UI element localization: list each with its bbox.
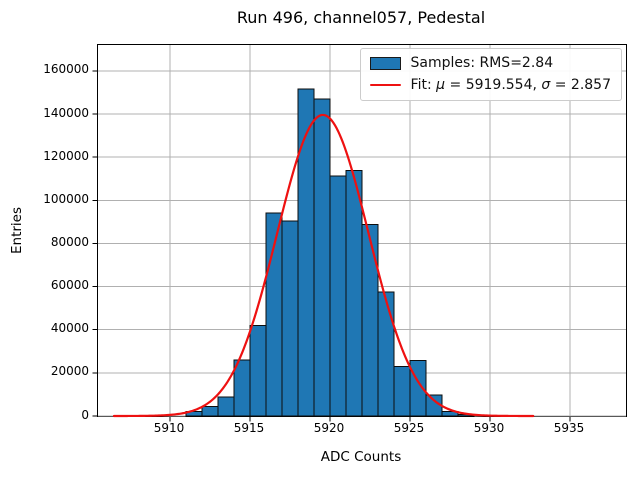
chart-title: Run 496, channel057, Pedestal — [236, 8, 486, 27]
y-tick-label: 40000 — [50, 321, 89, 336]
legend-samples-swatch — [369, 56, 401, 70]
fit-line-icon — [369, 83, 401, 87]
histogram-bar — [393, 365, 411, 417]
legend-fit-label: Fit: μ = 5919.554, σ = 2.857 — [411, 77, 611, 93]
legend: Samples: RMS=2.84 Fit: μ = 5919.554, σ =… — [359, 48, 622, 101]
legend-samples-label: Samples: RMS=2.84 — [410, 55, 554, 71]
sigma-symbol: σ — [541, 77, 551, 93]
histogram-bar — [217, 396, 235, 417]
x-tick-label: 5910 — [153, 421, 185, 435]
histogram-bar — [281, 220, 299, 417]
histogram-bar — [345, 169, 363, 417]
y-tick-label: 0 — [81, 407, 89, 422]
histogram-bar — [201, 406, 219, 417]
y-tick-label: 20000 — [50, 364, 89, 379]
x-tick-label: 5930 — [473, 421, 505, 435]
histogram-bar — [249, 324, 267, 417]
histogram-bar — [377, 291, 395, 417]
x-tick-label: 5915 — [233, 421, 265, 435]
y-tick-label: 140000 — [43, 105, 89, 120]
x-axis-label: ADC Counts — [320, 449, 402, 465]
y-tick-label: 100000 — [43, 191, 89, 206]
sigma-value: = 2.857 — [550, 77, 611, 93]
y-tick-label: 80000 — [50, 234, 89, 249]
histogram-bar — [361, 224, 379, 417]
histogram-bar — [329, 175, 347, 417]
y-tick-label: 60000 — [50, 278, 89, 293]
histogram-bar — [233, 359, 251, 417]
histogram-svg — [92, 45, 626, 422]
legend-fit-line-swatch — [369, 79, 401, 92]
histogram-bar — [297, 88, 315, 417]
tick-marks — [92, 70, 571, 422]
y-tick-label: 120000 — [43, 148, 89, 163]
plot-area: Samples: RMS=2.84 Fit: μ = 5919.554, σ =… — [92, 44, 627, 422]
fit-label-prefix: Fit: — [410, 77, 437, 93]
fit-curve — [112, 113, 535, 418]
mu-symbol: μ — [436, 77, 446, 93]
legend-samples-entry: Samples: RMS=2.84 — [369, 55, 611, 71]
y-tick-label: 160000 — [43, 62, 89, 77]
grid-lines — [98, 45, 626, 417]
x-tick-label: 5920 — [313, 421, 345, 435]
x-tick-label: 5925 — [393, 421, 425, 435]
x-tick-label: 5935 — [553, 421, 585, 435]
histogram-bar — [313, 98, 331, 417]
y-axis-label: Entries — [8, 206, 25, 254]
histogram-bar — [441, 410, 459, 417]
legend-fit-entry: Fit: μ = 5919.554, σ = 2.857 — [369, 77, 611, 93]
mu-value: = 5919.554, — [445, 77, 542, 93]
histogram-bars — [185, 88, 475, 417]
